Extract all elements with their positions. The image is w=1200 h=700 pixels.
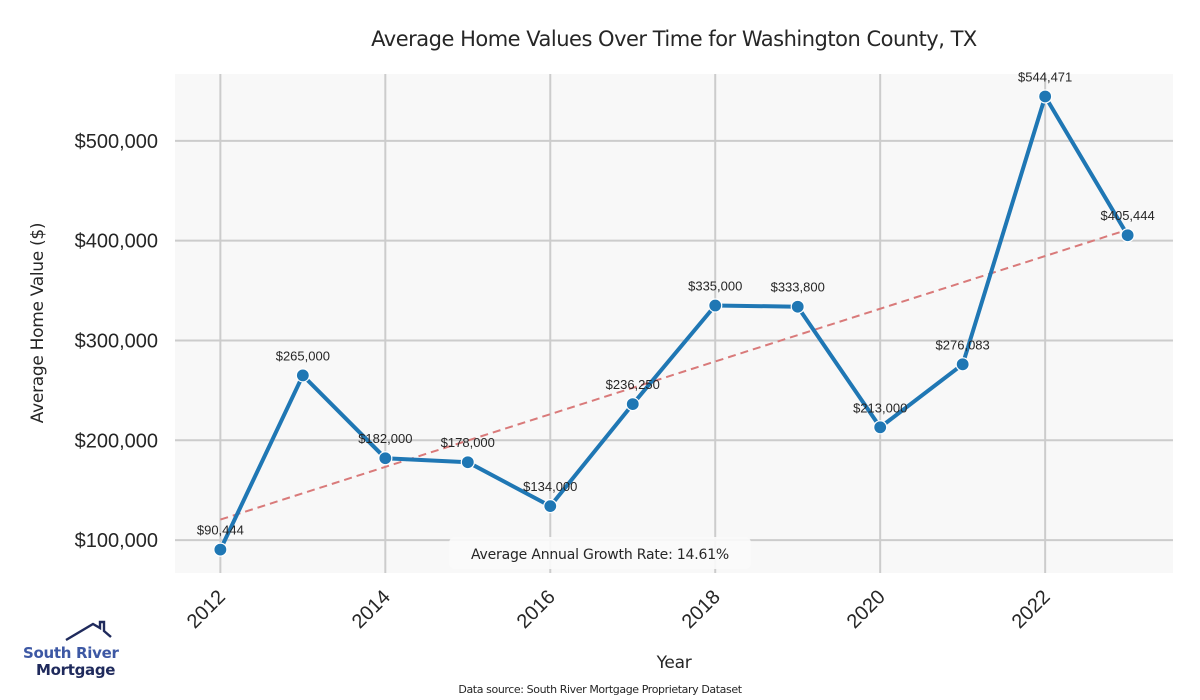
x-axis-label: Year: [656, 653, 692, 673]
x-axis-ticks: 2012 2014 2016 2018 2020 2022: [183, 586, 1055, 633]
data-point: [873, 420, 888, 435]
data-label: $276,083: [936, 337, 990, 352]
data-label: $405,444: [1101, 208, 1155, 223]
data-point: [790, 299, 805, 314]
logo-text-line2: Mortgage: [36, 661, 115, 679]
data-label: $178,000: [441, 435, 495, 450]
data-label: $182,000: [358, 431, 412, 446]
data-point: [378, 451, 393, 466]
data-point: [1120, 228, 1135, 243]
y-tick-label: $400,000: [75, 231, 158, 253]
company-logo: South River Mortgage: [23, 620, 120, 679]
chart-title: Average Home Values Over Time for Washin…: [371, 27, 977, 51]
data-source-note: Data source: South River Mortgage Propri…: [458, 683, 742, 696]
data-point: [295, 368, 310, 383]
x-tick-label: 2014: [348, 586, 395, 633]
x-tick-label: 2018: [678, 586, 725, 633]
annotation-text: Average Annual Growth Rate: 14.61%: [471, 547, 729, 563]
trend-layer: [220, 228, 1128, 521]
data-point: [625, 396, 640, 412]
data-point: [213, 542, 228, 557]
y-axis-ticks: $100,000 $200,000 $300,000 $400,000 $500,000: [75, 131, 158, 552]
y-tick-label: $100,000: [75, 530, 158, 552]
data-label: $236,250: [606, 377, 660, 392]
grid: [175, 74, 1173, 573]
x-tick-label: 2012: [183, 586, 230, 633]
plot-area: [175, 74, 1173, 573]
data-labels: $90,444 $265,000 $182,000 $178,000 $134,000 $…: [197, 69, 1155, 537]
data-point: [460, 455, 475, 470]
data-point: [708, 298, 723, 313]
x-tick-label: 2022: [1008, 586, 1055, 633]
annotation-box: [449, 537, 751, 569]
data-label: $134,000: [523, 479, 577, 494]
data-point: [1038, 89, 1053, 104]
y-tick-label: $200,000: [75, 430, 158, 452]
data-point: [955, 357, 970, 372]
trend-line: [220, 228, 1128, 521]
data-label: $333,800: [771, 280, 825, 295]
data-label: $90,444: [197, 523, 244, 538]
series-line: [218, 94, 1130, 551]
x-tick-label: 2020: [843, 586, 890, 633]
y-tick-label: $300,000: [75, 330, 158, 352]
logo-text-line1: South River: [23, 644, 120, 662]
data-label: $213,000: [853, 400, 907, 415]
data-point: [543, 499, 558, 514]
series-layer: [213, 89, 1135, 557]
data-label: $335,000: [688, 279, 742, 294]
y-axis-label: Average Home Value ($): [28, 223, 48, 423]
y-tick-label: $500,000: [75, 131, 158, 153]
x-tick-label: 2016: [513, 586, 560, 633]
data-label: $265,000: [276, 348, 330, 363]
house-roof-icon: [65, 620, 112, 642]
data-label: $544,471: [1018, 69, 1072, 84]
growth-rate-annotation: Average Annual Growth Rate: 14.61%: [449, 537, 751, 569]
